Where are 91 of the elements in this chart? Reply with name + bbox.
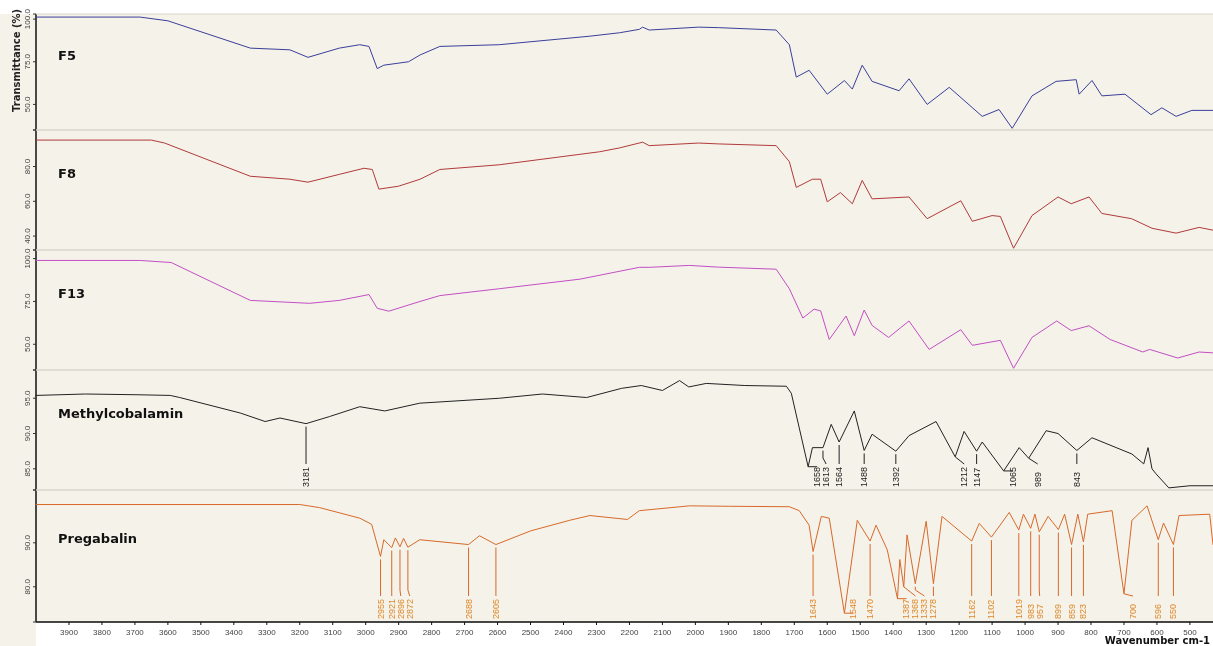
annotation: 1212 xyxy=(959,466,970,487)
x-tick-label: 2200 xyxy=(620,628,639,637)
x-tick-label: 900 xyxy=(1051,628,1066,637)
annotation: 989 xyxy=(1032,471,1043,487)
x-tick-label: 3500 xyxy=(191,628,211,637)
text: F5 xyxy=(58,48,76,64)
x-tick-label: 1200 xyxy=(950,628,969,637)
y-tick-label: 80.0 xyxy=(23,578,32,595)
y-tick-label: 60.0 xyxy=(23,192,32,210)
annotation: 1162 xyxy=(966,599,977,619)
x-tick-label: 2500 xyxy=(521,628,540,637)
annotation: 1333 xyxy=(919,598,930,619)
x-tick-label: 600 xyxy=(1150,628,1165,637)
annotation: 1387 xyxy=(901,598,912,619)
annotation: 957 xyxy=(1034,603,1045,619)
x-tick-label: 2800 xyxy=(422,628,442,637)
annotation: 3181 xyxy=(301,466,312,487)
x-tick-label: 3700 xyxy=(126,628,145,637)
y-tick-label: 85.0 xyxy=(23,460,32,477)
annotation: 1065 xyxy=(1007,466,1018,487)
x-tick-label: 1600 xyxy=(818,628,837,637)
x-tick-label: 2900 xyxy=(389,628,409,637)
x-tick-label: 3000 xyxy=(356,628,376,637)
x-tick-label: 1300 xyxy=(917,628,936,637)
x-tick-label: 3800 xyxy=(93,628,112,637)
annotation: 1488 xyxy=(859,466,870,487)
x-tick-label: 1700 xyxy=(785,628,804,637)
annotation: 1147 xyxy=(971,467,982,487)
x-tick-label: 3600 xyxy=(158,628,178,637)
series-label: F13 xyxy=(58,286,85,301)
y-tick-label: 100.0 xyxy=(23,8,32,30)
annotation: 2688 xyxy=(463,598,474,619)
y-tick-label: 80.0 xyxy=(23,158,32,175)
x-tick-label: 3400 xyxy=(224,628,244,637)
x-tick-label: 2100 xyxy=(653,628,672,637)
x-tick-label: 800 xyxy=(1084,628,1099,637)
x-tick-label: 1500 xyxy=(851,628,870,637)
x-tick-label: 3900 xyxy=(60,628,79,637)
x-tick-label: 3100 xyxy=(323,628,343,637)
annotation: 700 xyxy=(1127,603,1138,619)
text: Pregabalin xyxy=(58,530,138,546)
x-tick-label: 1800 xyxy=(752,628,771,637)
y-tick-label: 100.0 xyxy=(23,248,32,269)
annotation: 1658 xyxy=(812,466,823,487)
series-label: Methylcobalamin xyxy=(58,406,184,421)
annotation: 983 xyxy=(1025,603,1036,619)
y-tick-label: 95.0 xyxy=(23,389,32,407)
annotation: 899 xyxy=(1053,603,1064,619)
x-tick-label: 2400 xyxy=(554,628,573,637)
y-axis-title: Transmittance (%) xyxy=(11,8,22,112)
y-tick-label: 90.0 xyxy=(23,425,32,442)
y-tick-label: 50.0 xyxy=(23,335,32,353)
x-tick-label: 3300 xyxy=(257,628,277,637)
annotation: 1643 xyxy=(808,598,819,619)
annotation: 1368 xyxy=(910,598,921,619)
x-tick-label: 2700 xyxy=(455,628,475,637)
x-tick-label: 1100 xyxy=(983,628,1002,637)
x-axis-title: Wavenumber cm-1 xyxy=(1104,635,1211,646)
annotation: 1613 xyxy=(821,466,832,487)
x-tick-label: 1900 xyxy=(719,628,738,637)
y-tick-label: 40.0 xyxy=(23,227,32,244)
annotation: 1019 xyxy=(1013,598,1024,619)
annotation: 1564 xyxy=(834,466,845,487)
annotation: 2605 xyxy=(490,598,501,619)
annotation: 2896 xyxy=(395,598,406,619)
x-tick-label: 1000 xyxy=(1016,628,1035,637)
annotation: 550 xyxy=(1168,603,1179,619)
annotation: 1548 xyxy=(848,598,859,619)
annotation: 1392 xyxy=(890,466,901,487)
annotation: 2872 xyxy=(404,598,415,619)
annotation: 2955 xyxy=(375,598,386,619)
annotation: 1102 xyxy=(986,599,997,619)
annotation: 859 xyxy=(1066,603,1077,619)
x-tick-label: 1400 xyxy=(884,628,903,637)
y-tick-label: 75.0 xyxy=(23,53,32,70)
series-label: F8 xyxy=(58,166,76,181)
x-tick-label: 2300 xyxy=(587,628,606,637)
x-tick-label: 2000 xyxy=(686,628,705,637)
y-tick-label: 90.0 xyxy=(23,534,32,551)
y-tick-label: 75.0 xyxy=(23,293,32,310)
annotation: 1278 xyxy=(928,598,939,619)
x-tick-label: 2600 xyxy=(488,628,508,637)
x-tick-label: 700 xyxy=(1117,628,1132,637)
annotation: 823 xyxy=(1078,603,1089,619)
x-tick-label: 500 xyxy=(1183,628,1198,637)
annotation: 2921 xyxy=(386,598,397,619)
x-tick-label: 3200 xyxy=(290,628,310,637)
annotation: 843 xyxy=(1071,471,1082,487)
annotation: 1470 xyxy=(865,598,876,619)
y-tick-label: 50.0 xyxy=(23,96,32,113)
annotation: 596 xyxy=(1153,603,1164,619)
